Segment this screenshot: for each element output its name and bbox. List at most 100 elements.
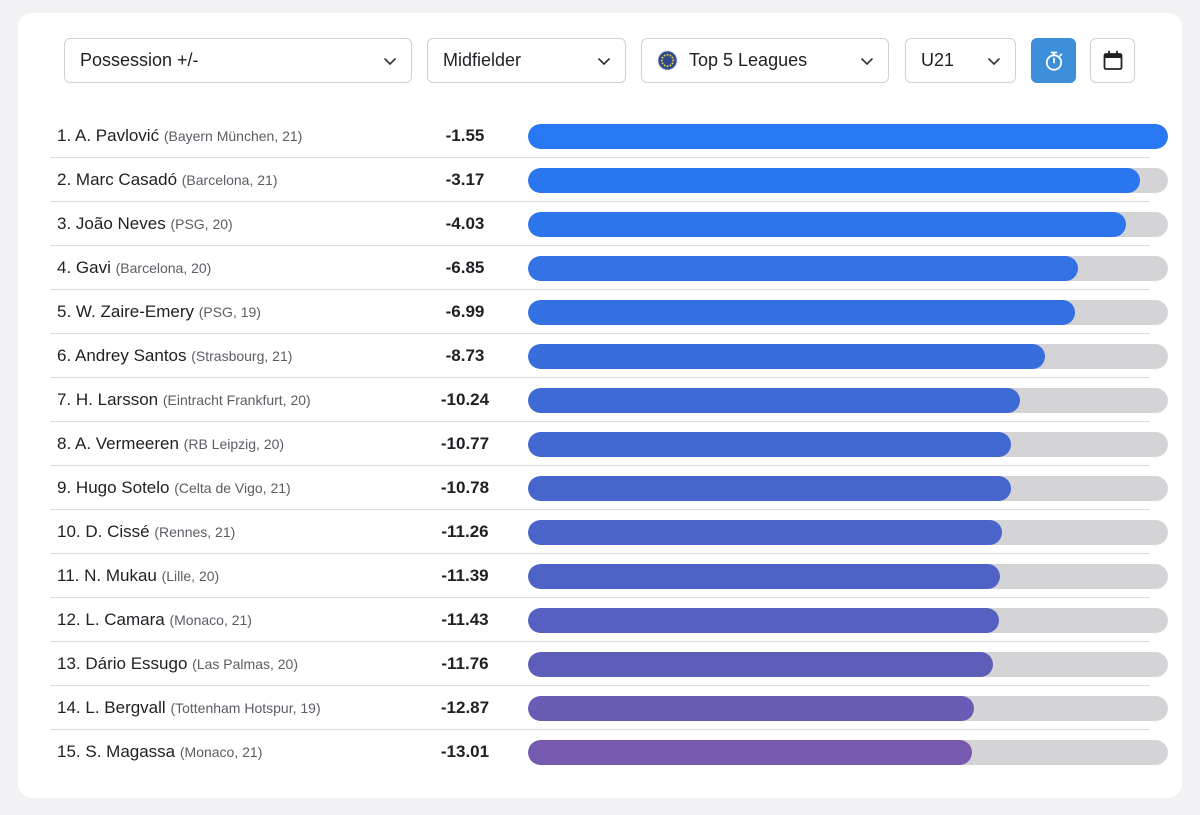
player-club-age: (Bayern München, 21) xyxy=(163,128,303,144)
player-rank: 3. xyxy=(57,214,72,233)
calendar-button[interactable] xyxy=(1090,38,1135,83)
metric-value: -11.26 xyxy=(441,522,489,541)
player-label: 6. Andrey Santos (Strasbourg, 21) xyxy=(57,346,292,366)
value-bar-fill xyxy=(528,652,993,677)
player-club-age: (Monaco, 21) xyxy=(169,612,252,628)
metric-value: -10.24 xyxy=(440,390,490,409)
player-club-age: (Strasbourg, 21) xyxy=(191,348,293,364)
metric-value: -6.85 xyxy=(445,258,485,277)
player-club-age: (PSG, 20) xyxy=(170,216,233,232)
competition-dropdown[interactable]: Top 5 Leagues xyxy=(641,38,889,83)
player-label: 7. H. Larsson (Eintracht Frankfurt, 20) xyxy=(57,390,311,410)
player-rank: 13. xyxy=(57,654,81,673)
ranking-row[interactable]: 9. Hugo Sotelo (Celta de Vigo, 21) -10.78 xyxy=(50,466,1168,510)
player-club-age: (Las Palmas, 20) xyxy=(192,656,298,672)
player-label: 5. W. Zaire-Emery (PSG, 19) xyxy=(57,302,261,322)
player-label: 8. A. Vermeeren (RB Leipzig, 20) xyxy=(57,434,284,454)
value-bar-track xyxy=(528,520,1168,545)
player-label: 1. A. Pavlović (Bayern München, 21) xyxy=(57,126,302,146)
ranking-list: 1. A. Pavlović (Bayern München, 21) -1.55… xyxy=(50,114,1168,774)
player-name: Hugo Sotelo xyxy=(75,478,170,497)
age-group-dropdown[interactable]: U21 xyxy=(905,38,1016,83)
position-dropdown[interactable]: Midfielder xyxy=(427,38,626,83)
player-label: 3. João Neves (PSG, 20) xyxy=(57,214,233,234)
player-rank: 6. xyxy=(57,346,72,365)
value-bar-fill xyxy=(528,520,1002,545)
metric-value: -12.87 xyxy=(440,698,490,717)
value-bar-fill xyxy=(528,564,1000,589)
value-bar-track xyxy=(528,256,1168,281)
player-label: 2. Marc Casadó (Barcelona, 21) xyxy=(57,170,277,190)
value-bar-track xyxy=(528,476,1168,501)
value-bar-track xyxy=(528,300,1168,325)
player-rank: 14. xyxy=(57,698,81,717)
player-club-age: (Celta de Vigo, 21) xyxy=(174,480,291,496)
ranking-row[interactable]: 2. Marc Casadó (Barcelona, 21) -3.17 xyxy=(50,158,1168,202)
player-rank: 9. xyxy=(57,478,72,497)
player-label: 10. D. Cissé (Rennes, 21) xyxy=(57,522,235,542)
player-club-age: (Barcelona, 20) xyxy=(115,260,212,276)
metric-value: -10.78 xyxy=(440,478,490,497)
player-rank: 4. xyxy=(57,258,72,277)
rankings-card: Possession +/- Midfielder xyxy=(18,13,1182,798)
player-name: Marc Casadó xyxy=(75,170,178,189)
ranking-row[interactable]: 6. Andrey Santos (Strasbourg, 21) -8.73 xyxy=(50,334,1168,378)
metric-value: -11.76 xyxy=(441,654,489,673)
ranking-row[interactable]: 7. H. Larsson (Eintracht Frankfurt, 20) -… xyxy=(50,378,1168,422)
player-label: 15. S. Magassa (Monaco, 21) xyxy=(57,742,262,762)
player-rank: 2. xyxy=(57,170,72,189)
ranking-row[interactable]: 14. L. Bergvall (Tottenham Hotspur, 19) -… xyxy=(50,686,1168,730)
player-rank: 10. xyxy=(57,522,81,541)
player-club-age: (Barcelona, 21) xyxy=(181,172,278,188)
ranking-row[interactable]: 4. Gavi (Barcelona, 20) -6.85 xyxy=(50,246,1168,290)
metric-value: -8.73 xyxy=(445,346,485,365)
value-bar-track xyxy=(528,564,1168,589)
player-club-age: (Monaco, 21) xyxy=(179,744,263,760)
player-name: D. Cissé xyxy=(85,522,150,541)
value-bar-track xyxy=(528,124,1168,149)
player-rank: 15. xyxy=(57,742,81,761)
value-bar-track xyxy=(528,168,1168,193)
value-bar-fill xyxy=(528,740,972,765)
stopwatch-icon xyxy=(1045,51,1062,71)
value-bar-track xyxy=(528,652,1168,677)
metric-value: -6.99 xyxy=(445,302,485,321)
player-club-age: (Lille, 20) xyxy=(161,568,220,584)
player-club-age: (Eintracht Frankfurt, 20) xyxy=(162,392,311,408)
player-name: H. Larsson xyxy=(75,390,159,409)
ranking-row[interactable]: 1. A. Pavlović (Bayern München, 21) -1.55 xyxy=(50,114,1168,158)
ranking-row[interactable]: 13. Dário Essugo (Las Palmas, 20) -11.76 xyxy=(50,642,1168,686)
ranking-row[interactable]: 3. João Neves (PSG, 20) -4.03 xyxy=(50,202,1168,246)
metric-value: -11.43 xyxy=(441,610,489,629)
value-bar-fill xyxy=(528,300,1076,325)
player-name: L. Camara xyxy=(85,610,165,629)
metric-value: -4.03 xyxy=(445,214,485,233)
player-club-age: (RB Leipzig, 20) xyxy=(183,436,285,452)
player-rank: 1. xyxy=(57,126,72,145)
value-bar-fill xyxy=(528,432,1011,457)
player-label: 9. Hugo Sotelo (Celta de Vigo, 21) xyxy=(57,478,291,498)
ranking-row[interactable]: 12. L. Camara (Monaco, 21) -11.43 xyxy=(50,598,1168,642)
timer-button[interactable] xyxy=(1031,38,1076,83)
chevron-down-icon xyxy=(598,58,610,65)
player-club-age: (Rennes, 21) xyxy=(154,524,236,540)
player-rank: 5. xyxy=(57,302,72,321)
value-bar-fill xyxy=(528,608,1000,633)
metric-dropdown[interactable]: Possession +/- xyxy=(64,38,412,83)
player-name: A. Pavlović xyxy=(74,126,160,145)
ranking-row[interactable]: 15. S. Magassa (Monaco, 21) -13.01 xyxy=(50,730,1168,774)
value-bar-fill xyxy=(528,256,1078,281)
ranking-row[interactable]: 8. A. Vermeeren (RB Leipzig, 20) -10.77 xyxy=(50,422,1168,466)
chevron-down-icon xyxy=(384,58,396,65)
metric-value: -11.39 xyxy=(441,566,489,585)
metric-dropdown-label: Possession +/- xyxy=(80,50,199,70)
value-bar-fill xyxy=(528,476,1011,501)
value-bar-track xyxy=(528,212,1168,237)
player-club-age: (Tottenham Hotspur, 19) xyxy=(170,700,321,716)
ranking-row[interactable]: 10. D. Cissé (Rennes, 21) -11.26 xyxy=(50,510,1168,554)
ranking-row[interactable]: 5. W. Zaire-Emery (PSG, 19) -6.99 xyxy=(50,290,1168,334)
calendar-icon xyxy=(1103,50,1122,70)
ranking-row[interactable]: 11. N. Mukau (Lille, 20) -11.39 xyxy=(50,554,1168,598)
value-bar-fill xyxy=(528,696,975,721)
player-club-age: (PSG, 19) xyxy=(198,304,261,320)
